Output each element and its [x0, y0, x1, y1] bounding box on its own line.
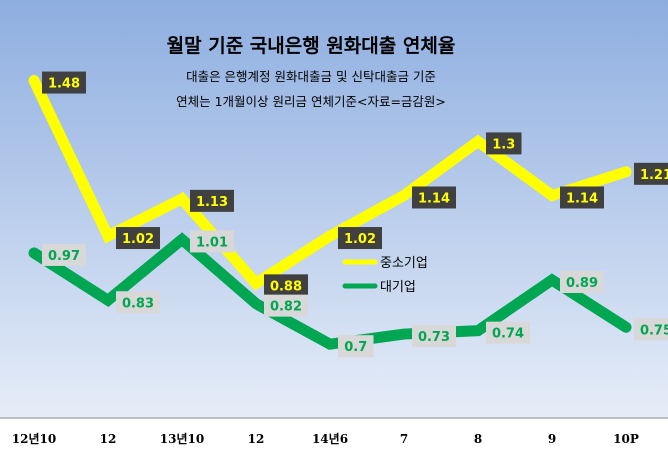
data-label-box — [560, 186, 604, 209]
data-label-box — [338, 335, 374, 358]
data-label-sme-8: 1.21 — [634, 162, 668, 185]
data-label-text: 1.14 — [418, 191, 450, 206]
legend: 중소기업 대기업 — [342, 256, 428, 295]
data-label-large-5: 0.73 — [412, 325, 456, 348]
data-label-layer: 1.48 1.02 1.13 0.88 1.02 1.14 1.3 1.14 1.21 0.97 0… — [42, 71, 668, 358]
series-line-large — [28, 232, 632, 350]
data-label-text: 1.13 — [196, 195, 228, 210]
data-label-box — [42, 71, 86, 94]
data-label-text: 0.88 — [270, 279, 302, 294]
x-tick-label: 12 — [100, 432, 117, 446]
data-label-text: 1.14 — [566, 191, 598, 206]
data-label-text: 1.21 — [640, 168, 668, 183]
series-layer — [28, 75, 632, 350]
x-tick-label: 12년10 — [12, 432, 56, 446]
x-tick-label: 13년10 — [160, 432, 204, 446]
x-tick-label: 12 — [248, 432, 265, 446]
chart-subtitle-2: 연체는 1개월이상 원리금 연체기준<자료=금감원> — [176, 94, 446, 109]
data-label-box — [486, 132, 522, 155]
data-label-text: 1.02 — [344, 232, 376, 247]
data-label-text: 1.01 — [196, 235, 228, 250]
data-label-sme-1: 1.02 — [116, 227, 160, 250]
data-label-box — [190, 189, 234, 212]
legend-label-sme: 중소기업 — [380, 256, 428, 271]
data-label-box — [42, 243, 86, 266]
x-tick-label: 14년6 — [312, 432, 348, 446]
data-label-text: 0.83 — [122, 296, 154, 311]
data-label-box — [264, 274, 308, 297]
data-label-large-4: 0.7 — [338, 335, 374, 358]
data-label-text: 0.74 — [492, 327, 524, 342]
data-label-text: 0.97 — [48, 249, 80, 264]
data-label-box — [116, 291, 160, 314]
data-label-large-1: 0.83 — [116, 291, 160, 314]
data-label-box — [116, 227, 160, 250]
data-label-box — [264, 294, 308, 317]
data-label-box — [486, 321, 530, 344]
chart-title: 월말 기준 국내은행 원화대출 연체율 — [167, 35, 456, 57]
data-label-sme-7: 1.14 — [560, 186, 604, 209]
data-label-box — [190, 230, 234, 253]
data-label-large-7: 0.89 — [560, 270, 604, 293]
chart-subtitle-1: 대출은 은행계정 원화대출금 및 신탁대출금 기준 — [186, 69, 436, 84]
data-label-box — [338, 227, 382, 250]
data-label-large-3: 0.82 — [264, 294, 308, 317]
data-label-large-0: 0.97 — [42, 243, 86, 266]
data-label-sme-4: 1.02 — [338, 227, 382, 250]
data-label-text: 0.75 — [640, 323, 668, 338]
data-label-text: 1.3 — [492, 137, 515, 152]
x-tick-label: 10P — [613, 432, 639, 446]
legend-label-large: 대기업 — [380, 280, 416, 295]
data-label-sme-2: 1.13 — [190, 189, 234, 212]
data-label-sme-0: 1.48 — [42, 71, 86, 94]
data-label-text: 1.02 — [122, 232, 154, 247]
data-label-large-2: 1.01 — [190, 230, 234, 253]
data-label-large-6: 0.74 — [486, 321, 530, 344]
data-label-box — [412, 325, 456, 348]
x-tick-label: 8 — [474, 432, 482, 446]
x-tick-label: 7 — [400, 432, 408, 446]
x-tick-layer: 12년10 12 13년10 12 14년6 7 8 9 10P — [12, 432, 639, 446]
series-line-sme — [28, 75, 632, 291]
data-label-box — [412, 186, 456, 209]
data-label-sme-5: 1.14 — [412, 186, 456, 209]
data-label-text: 0.7 — [344, 340, 367, 355]
data-label-box — [634, 318, 668, 341]
data-label-sme-6: 1.3 — [486, 132, 522, 155]
x-tick-label: 9 — [548, 432, 556, 446]
data-label-text: 0.82 — [270, 300, 302, 315]
data-label-box — [560, 270, 604, 293]
data-label-large-8: 0.75 — [634, 318, 668, 341]
data-label-box — [634, 162, 668, 185]
data-label-text: 1.48 — [48, 77, 80, 92]
data-label-text: 0.89 — [566, 276, 598, 291]
data-label-text: 0.73 — [418, 330, 450, 345]
data-label-sme-3: 0.88 — [264, 274, 308, 297]
